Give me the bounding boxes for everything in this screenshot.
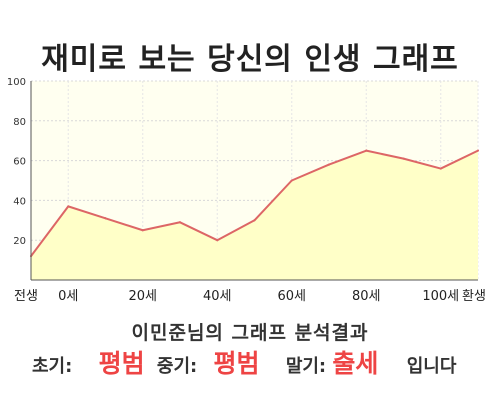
early-phase-label: 초기:	[32, 356, 73, 377]
data-point	[67, 205, 70, 208]
x-tick-label: 40세	[203, 289, 232, 304]
phase-suffix: 입니다	[406, 356, 457, 377]
data-point	[328, 163, 330, 166]
analysis-summary: 이민준님의 그래프 분석결과	[131, 322, 369, 344]
y-tick-label: 20	[13, 236, 26, 247]
data-point	[104, 217, 107, 220]
y-tick-label: 60	[13, 157, 26, 168]
data-point	[253, 219, 256, 222]
x-tick-label: 전생	[14, 289, 38, 304]
line-segment	[439, 149, 479, 170]
x-tick-label: 환생	[462, 289, 486, 304]
chart-title: 재미로 보는 당신의 인생 그래프	[41, 42, 459, 77]
x-tick-label: 20세	[128, 289, 157, 304]
y-tick-label: 80	[13, 117, 26, 128]
line-segment	[328, 149, 368, 166]
mid-phase-value: 평범	[213, 349, 260, 378]
line-segment	[67, 205, 107, 220]
line-segment	[216, 219, 256, 242]
line-segment	[402, 157, 442, 170]
data-point	[216, 239, 219, 242]
y-tick-label: 40	[13, 196, 26, 207]
line-segment	[179, 221, 219, 242]
data-point	[141, 229, 144, 232]
data-point	[477, 149, 479, 152]
line-segment	[30, 205, 70, 258]
data-point	[439, 167, 442, 170]
early-phase-value: 평범	[98, 349, 145, 378]
x-tick-label: 0세	[58, 289, 78, 304]
line-segment	[141, 221, 181, 232]
data-point	[290, 179, 293, 182]
data-point	[179, 221, 181, 224]
x-tick-label: 60세	[277, 289, 306, 304]
phase-results: 초기: 평범 중기: 평범 말기: 출세 입니다	[32, 344, 492, 380]
data-point	[402, 157, 405, 160]
x-tick-label: 80세	[352, 289, 381, 304]
line-segment	[104, 217, 144, 232]
late-phase-label: 말기:	[285, 356, 327, 377]
y-tick-label: 100	[7, 77, 26, 88]
line-segment	[365, 149, 405, 160]
line-segment	[290, 163, 330, 182]
mid-phase-label: 중기:	[156, 356, 198, 377]
x-tick-label: 100세	[422, 289, 459, 304]
late-phase-value: 출세	[332, 349, 379, 378]
data-point	[365, 149, 368, 152]
area-fill	[31, 150, 478, 280]
line-segment	[253, 179, 293, 222]
